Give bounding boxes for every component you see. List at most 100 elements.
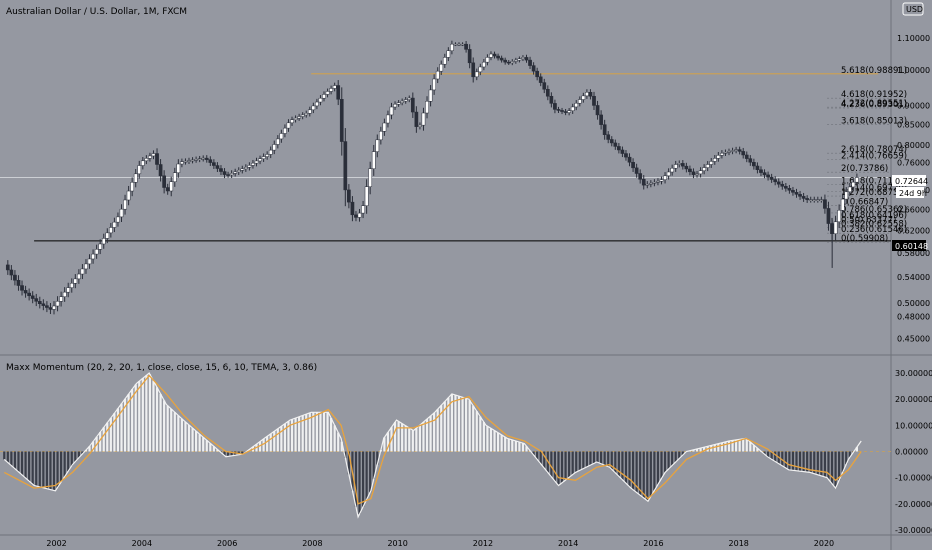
momentum-bar: [173, 412, 176, 452]
momentum-bar: [141, 378, 144, 452]
time-tick-label: 2010: [387, 539, 407, 548]
momentum-bar: [127, 394, 130, 452]
fib-level-label: 3.618(0.85013): [841, 117, 907, 127]
fib-level-label: 0.618(0.64196): [841, 211, 907, 221]
candle-body: [91, 253, 95, 260]
momentum-bar: [298, 416, 301, 452]
candle-body: [801, 196, 806, 199]
momentum-bar: [564, 451, 567, 481]
time-tick-label: 2018: [729, 539, 749, 548]
candle-body: [226, 174, 230, 176]
candle-body: [727, 151, 731, 153]
momentum-bar: [91, 441, 95, 452]
momentum-line: [3, 372, 862, 519]
momentum-bar: [784, 451, 787, 469]
momentum-bar: [600, 451, 603, 464]
momentum-bar: [774, 451, 777, 462]
momentum-lines: [3, 372, 862, 519]
momentum-bar: [109, 417, 112, 452]
candle-body: [322, 94, 326, 99]
candle-body: [229, 173, 234, 176]
candle-body: [20, 285, 24, 291]
fib-level-label: 4.236(0.89301): [841, 100, 907, 110]
price-tick-label: 0.50000: [897, 299, 930, 308]
momentum-bar: [319, 412, 322, 452]
candle-body: [570, 106, 575, 111]
momentum-bar: [376, 451, 379, 465]
candle-body: [702, 167, 706, 171]
candle-body: [741, 151, 746, 156]
momentum-bar: [766, 451, 770, 458]
candle-body: [602, 124, 607, 135]
candle-body: [354, 214, 358, 218]
candle-body: [219, 168, 223, 172]
candle-body: [41, 303, 46, 306]
momentum-bar: [742, 438, 745, 452]
candle-body: [688, 168, 692, 173]
candle-body: [716, 155, 721, 159]
momentum-bar: [241, 451, 244, 455]
momentum-bar: [489, 428, 493, 452]
candle-body: [73, 278, 78, 284]
momentum-bar: [841, 451, 844, 473]
candle-body: [155, 153, 159, 165]
price-tick-label: 0.58000: [897, 249, 930, 258]
momentum-bar: [560, 451, 564, 483]
candle-body: [407, 97, 412, 100]
momentum-bar: [496, 432, 500, 452]
currency-button[interactable]: USD: [902, 2, 924, 16]
momentum-bar: [301, 415, 304, 452]
fib-level-label: 1.618(0.71135): [841, 177, 907, 187]
fib-level-label: 0.236(0.61546): [841, 225, 907, 235]
momentum-bar: [290, 419, 294, 452]
momentum-bar: [397, 421, 400, 452]
momentum-bar: [312, 412, 315, 452]
momentum-bar: [617, 451, 620, 477]
fib-level-label: 2(0.73786): [841, 164, 888, 174]
candle-body: [748, 158, 753, 163]
momentum-bar: [717, 443, 720, 452]
momentum-bar: [358, 451, 361, 515]
candle-body: [105, 232, 110, 239]
momentum-bar: [482, 422, 485, 452]
momentum-bar: [88, 446, 91, 452]
momentum-bar: [649, 451, 652, 497]
momentum-bar: [393, 422, 397, 452]
momentum-bar: [70, 451, 73, 466]
candle-body: [116, 216, 120, 223]
momentum-bar: [735, 439, 738, 452]
candle-body: [421, 112, 426, 126]
momentum-bar: [49, 451, 52, 490]
candle-body: [325, 91, 330, 95]
fib-level-label: 1(0.66847): [841, 197, 888, 207]
momentum-bar: [518, 442, 521, 452]
momentum-bar: [262, 438, 265, 452]
momentum-bar: [621, 451, 624, 480]
momentum-bar: [216, 449, 219, 452]
momentum-bar: [678, 451, 681, 459]
current-price-label: 0.72644: [895, 177, 928, 186]
momentum-bar: [42, 451, 45, 488]
candle-body: [773, 179, 778, 183]
momentum-bar: [287, 421, 290, 452]
momentum-bar: [703, 447, 706, 452]
candle-body: [233, 171, 238, 174]
candle-body: [208, 159, 213, 163]
time-tick-label: 2016: [643, 539, 663, 548]
candle-body: [535, 70, 540, 78]
candle-body: [183, 160, 188, 163]
momentum-bar: [550, 451, 553, 477]
momentum-bar: [582, 451, 585, 469]
candle-body: [485, 57, 490, 63]
candle-body: [656, 180, 660, 183]
fib-level-label: 0.382(0.62558): [841, 220, 907, 230]
momentum-bar: [635, 451, 638, 493]
momentum-bar: [624, 451, 628, 484]
candle-body: [627, 156, 632, 163]
momentum-bar: [788, 451, 791, 470]
candle-body: [698, 170, 703, 175]
candle-body: [435, 70, 440, 80]
candle-body: [34, 298, 39, 302]
